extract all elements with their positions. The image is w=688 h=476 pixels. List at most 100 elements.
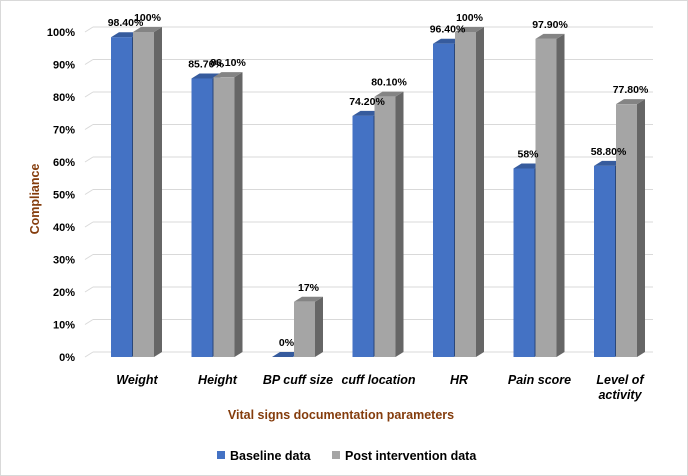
x-tick-label: HR <box>450 373 468 387</box>
legend-swatch-baseline <box>217 451 225 459</box>
bar-side <box>234 72 243 358</box>
x-tick-line: activity <box>598 388 642 402</box>
legend-label-baseline: Baseline data <box>230 449 312 463</box>
bar <box>455 27 484 357</box>
data-label: 97.90% <box>532 19 568 31</box>
data-label: 0% <box>279 337 295 349</box>
bar-top <box>594 160 623 166</box>
data-label: 58.80% <box>591 146 627 158</box>
bar <box>133 27 162 357</box>
legend-label-post: Post intervention data <box>345 449 477 463</box>
bar-front <box>213 77 235 358</box>
y-tick-label: 40% <box>53 222 75 234</box>
bar-front <box>111 37 132 357</box>
bar-front <box>374 96 396 358</box>
bar-front <box>433 43 454 357</box>
x-tick-label: Level of activity <box>596 373 645 402</box>
bar-top <box>433 38 462 44</box>
data-label: 77.80% <box>613 84 649 96</box>
bar-top <box>213 72 243 78</box>
bar-front <box>535 38 557 357</box>
bar-top <box>133 27 162 32</box>
x-tick-label: Weight <box>116 373 158 387</box>
bar-top <box>455 27 484 32</box>
x-tick-line: Height <box>198 373 238 387</box>
gridline-diag <box>84 156 94 163</box>
bar <box>374 91 404 358</box>
x-axis-title: Vital signs documentation parameters <box>228 408 454 422</box>
y-tick-label: 60% <box>53 157 75 169</box>
bar <box>616 99 645 358</box>
x-tick-label: cuff location <box>341 373 415 387</box>
bar-side <box>476 27 484 357</box>
bar-front <box>455 32 476 357</box>
bars <box>111 27 645 358</box>
bar-top <box>352 110 382 116</box>
x-tick-line: Pain score <box>508 373 571 387</box>
x-tick-line: Level of <box>596 373 645 387</box>
bar-front <box>294 301 315 357</box>
gridline-diag <box>84 59 94 65</box>
bar-top <box>191 73 221 79</box>
bar-top <box>294 296 323 302</box>
gridline-diag <box>84 26 94 33</box>
x-tick-line: BP cuff size <box>263 373 333 387</box>
bar-front <box>352 115 374 357</box>
x-tick-label: Height <box>198 373 238 387</box>
bar-side <box>556 33 565 357</box>
bar-side <box>154 27 162 357</box>
bar <box>535 33 565 357</box>
y-tick-label: 100% <box>47 27 75 39</box>
y-tick-label: 50% <box>53 190 75 202</box>
gridline-diag <box>84 189 94 195</box>
data-labels: 98.40%100%85.70%86.10%0%17%74.20%80.10%9… <box>108 12 649 349</box>
gridline-diag <box>84 319 94 325</box>
data-label: 17% <box>298 282 320 294</box>
legend-swatch-post <box>332 451 340 459</box>
gridline-diag <box>84 286 94 293</box>
x-tick-line: HR <box>450 373 468 387</box>
bar-side <box>395 91 404 358</box>
bar-top <box>374 91 404 97</box>
data-label: 100% <box>456 12 484 24</box>
bar-side <box>315 296 323 357</box>
y-axis-title: Compliance <box>28 164 42 235</box>
data-label: 58% <box>517 149 539 161</box>
bar-top <box>513 163 543 169</box>
y-axis-ticks: 0% 10% 20% 30% 40% 50% 60% 70% 80% 90% 100% <box>47 27 75 364</box>
data-label: 96.40% <box>430 24 466 36</box>
data-label: 100% <box>134 12 162 24</box>
y-tick-label: 80% <box>53 92 75 104</box>
bar-top <box>616 99 645 105</box>
bar-front <box>594 165 615 357</box>
y-tick-label: 20% <box>53 287 75 299</box>
y-tick-label: 10% <box>53 320 75 332</box>
bar <box>213 72 243 358</box>
bar-top <box>535 33 565 39</box>
gridline-diag <box>84 91 94 98</box>
gridline-diag <box>84 254 94 260</box>
bar-front <box>513 168 535 357</box>
bar-front <box>191 78 213 357</box>
x-tick-label: BP cuff size <box>263 373 333 387</box>
y-tick-label: 30% <box>53 255 75 267</box>
bar-top <box>272 352 301 357</box>
bar-side <box>637 99 645 358</box>
bar-front <box>133 32 154 357</box>
y-tick-label: 90% <box>53 60 75 72</box>
data-label: 80.10% <box>371 77 407 89</box>
x-tick-line: Weight <box>116 373 158 387</box>
gridline-diag <box>84 221 94 228</box>
y-tick-label: 70% <box>53 125 75 137</box>
data-label: 85.70% <box>188 58 224 70</box>
x-tick-line: cuff location <box>341 373 415 387</box>
data-label: 74.20% <box>349 96 385 108</box>
legend: Baseline data Post intervention data <box>217 449 477 463</box>
data-label: 86.10% <box>210 57 246 69</box>
bar-front <box>616 104 637 358</box>
x-tick-label: Pain score <box>508 373 571 387</box>
bar <box>294 296 323 357</box>
gridline-diag <box>84 124 94 130</box>
